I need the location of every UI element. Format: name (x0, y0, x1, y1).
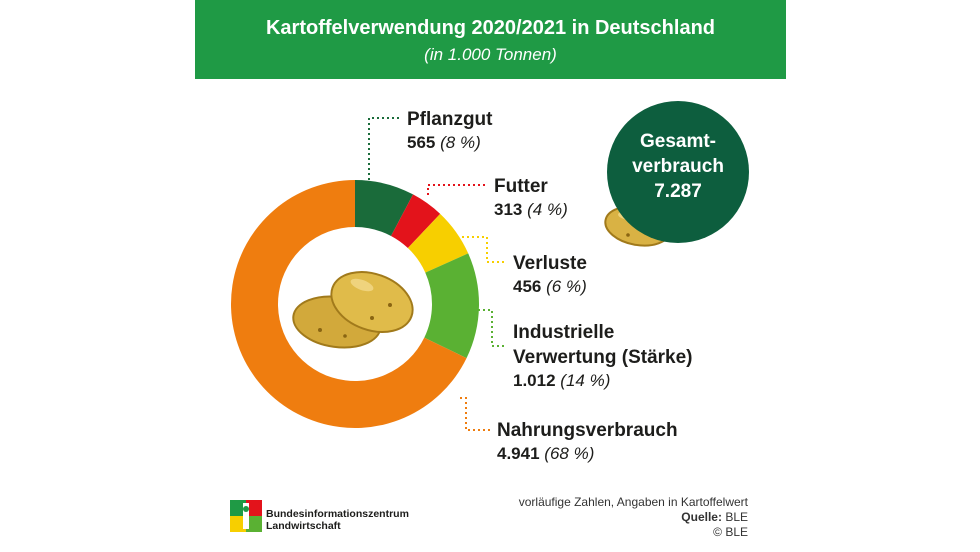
label-percent: (4 %) (527, 200, 568, 219)
label-verluste: Verluste 456 (6 %) (513, 251, 587, 297)
total-label: Gesamt-verbrauch (632, 131, 724, 177)
label-industrie: Industrielle Verwertung (Stärke) 1.012 (… (513, 320, 693, 391)
label-futter: Futter 313 (4 %) (494, 174, 568, 220)
footer: vorläufige Zahlen, Angaben in Kartoffelw… (519, 495, 748, 540)
label-value: 313 (494, 200, 523, 219)
label-percent: (14 %) (560, 371, 611, 390)
label-name: Nahrungsverbrauch (497, 420, 678, 441)
donut-slices (230, 179, 479, 428)
donut-slice-futter (391, 194, 441, 249)
label-nahrung: Nahrungsverbrauch 4.941 (68 %) (497, 418, 678, 464)
donut-slice-nahrungsverbrauch (230, 179, 467, 428)
donut-slice-pflanzgut (355, 180, 414, 236)
total-value: 7.287 (654, 181, 702, 202)
donut-slice-verluste (407, 213, 469, 273)
label-percent: (68 %) (544, 444, 595, 463)
label-name: Futter (494, 176, 548, 197)
footer-note: vorläufige Zahlen, Angaben in Kartoffelw… (518, 495, 748, 509)
total-consumption-badge: Gesamt-verbrauch 7.287 (607, 101, 749, 243)
ble-logo-icon (230, 500, 262, 532)
label-name-line2: Verwertung (Stärke) (513, 347, 693, 368)
page-subtitle: (in 1.000 Tonnen) (424, 45, 557, 64)
label-value: 4.941 (497, 444, 540, 463)
leader-line-verluste (462, 236, 507, 263)
label-name: Verluste (513, 253, 587, 274)
leader-line-pflanzgut (368, 117, 400, 180)
logo-line2: Landwirtschaft (266, 520, 341, 532)
page-title: Kartoffelverwendung 2020/2021 in Deutsch… (265, 17, 716, 39)
label-percent: (8 %) (440, 133, 481, 152)
leader-line-nahrung (460, 397, 490, 431)
label-value: 456 (513, 277, 542, 296)
label-pflanzgut: Pflanzgut 565 (8 %) (407, 107, 493, 153)
label-name: Pflanzgut (407, 109, 493, 130)
leader-line-industrie (478, 309, 507, 347)
label-name-line1: Industrielle (513, 322, 615, 343)
footer-source-label: Quelle: (681, 510, 722, 524)
logo-line1: Bundesinformationszentrum (266, 508, 409, 520)
donut-slice-industrielle (424, 253, 479, 359)
header-banner: Kartoffelverwendung 2020/2021 in Deutsch… (195, 0, 786, 79)
label-value: 565 (407, 133, 436, 152)
label-percent: (6 %) (546, 277, 587, 296)
potato-icon (292, 271, 414, 349)
label-value: 1.012 (513, 371, 556, 390)
footer-source: BLE (725, 510, 748, 524)
leader-line-futter (427, 184, 487, 195)
logo-text: Bundesinformationszentrum Landwirtschaft (266, 508, 426, 532)
footer-copyright: © BLE (713, 525, 748, 539)
